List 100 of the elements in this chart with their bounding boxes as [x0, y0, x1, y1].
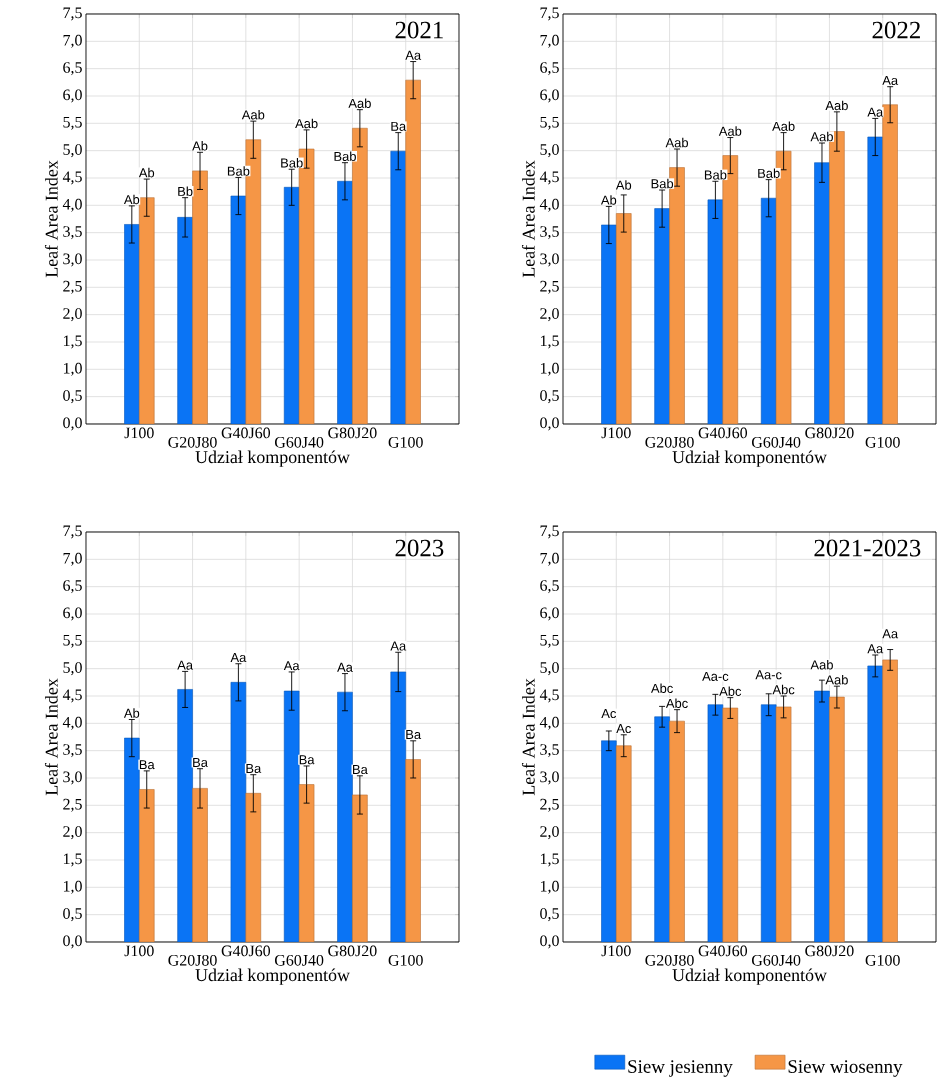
bar — [707, 704, 724, 942]
data-label: Ab — [600, 195, 617, 205]
bar — [177, 689, 193, 942]
x-tick-label: G80J20 — [328, 427, 377, 439]
x-tick-label: J100 — [124, 427, 154, 439]
y-tick-label: 4,0 — [62, 716, 82, 730]
x-tick-label: G40J60 — [698, 945, 748, 957]
bar — [654, 716, 670, 942]
x-tick-label: G40J60 — [698, 427, 748, 439]
x-tick-label: G100 — [865, 954, 900, 966]
y-tick-label: 1,0 — [540, 880, 559, 894]
data-label: Aa — [177, 660, 194, 670]
y-tick-label: 3,5 — [540, 226, 559, 240]
x-tick-label: G20J80 — [168, 954, 217, 966]
x-tick-label: J100 — [601, 945, 631, 957]
bar — [283, 690, 300, 942]
data-label: Ab — [615, 180, 632, 190]
y-axis-title: Leaf Area Index — [44, 678, 58, 796]
bar — [192, 788, 208, 942]
y-tick-label: 1,5 — [540, 853, 559, 867]
y-tick-label: 0,0 — [540, 935, 559, 949]
bar — [867, 665, 884, 942]
bar — [760, 704, 777, 942]
chart-title: 2022 — [872, 21, 920, 39]
x-tick-label: G60J40 — [752, 436, 801, 448]
data-label: Aab — [825, 674, 848, 685]
x-tick-label: J100 — [124, 945, 154, 957]
y-tick-label: 3,5 — [540, 744, 559, 758]
x-tick-label: G20J80 — [645, 954, 694, 966]
bar — [390, 150, 407, 424]
data-label: Aab — [241, 109, 265, 120]
y-tick-label: 5,0 — [540, 662, 559, 676]
y-tick-label: 1,0 — [63, 880, 82, 894]
y-tick-label: 0,5 — [63, 908, 82, 922]
bar — [882, 104, 898, 424]
data-label: Aa — [390, 641, 407, 651]
y-tick-label: 0,5 — [63, 390, 82, 404]
chart-title: 2021 — [395, 21, 443, 39]
bar — [654, 208, 670, 424]
data-label: Ba — [391, 121, 407, 131]
data-label: Ab — [123, 194, 140, 205]
x-tick-label: J100 — [601, 427, 631, 439]
y-tick-label: 5,5 — [540, 116, 559, 130]
data-label: Bab — [281, 158, 303, 168]
data-label: Abc — [719, 686, 742, 696]
bar — [337, 691, 353, 942]
data-label: Aa — [867, 107, 884, 117]
data-label: Ab — [192, 141, 208, 151]
x-tick-label: G40J60 — [221, 427, 271, 439]
y-tick-label: 4,0 — [539, 716, 559, 730]
x-tick-label: G80J20 — [328, 945, 377, 957]
data-label: Bab — [758, 168, 780, 178]
bar — [283, 186, 300, 424]
y-tick-label: 2,5 — [63, 798, 82, 812]
bar — [601, 740, 617, 942]
legend-label: Siew wiosenny — [788, 1060, 903, 1077]
y-tick-label: 2,5 — [63, 280, 82, 294]
data-label: Abc — [772, 684, 795, 695]
data-label: Aab — [810, 131, 833, 142]
y-tick-label: 1,5 — [63, 335, 82, 349]
bar — [760, 197, 777, 424]
y-tick-label: 2,0 — [63, 308, 82, 322]
x-axis-title: Udział komponentów — [195, 450, 350, 467]
y-tick-label: 6,0 — [63, 607, 82, 621]
y-tick-label: 3,5 — [63, 226, 82, 240]
bar — [775, 706, 792, 942]
y-tick-label: 0,0 — [63, 935, 82, 949]
data-label: Ba — [193, 757, 208, 767]
bar — [615, 745, 632, 942]
y-tick-label: 6,5 — [63, 580, 82, 594]
y-tick-label: 0,5 — [540, 390, 559, 404]
bar — [298, 784, 315, 942]
y-tick-label: 2,5 — [540, 798, 559, 812]
data-label: Bab — [651, 178, 674, 189]
bar — [352, 794, 368, 942]
bar — [867, 136, 884, 424]
y-tick-label: 1,5 — [540, 335, 559, 349]
y-tick-label: 5,5 — [63, 116, 82, 130]
y-tick-label: 7,0 — [540, 552, 559, 566]
data-label: Aab — [295, 118, 318, 129]
data-label: Bab — [704, 170, 727, 180]
y-tick-label: 7,0 — [63, 34, 82, 48]
data-label: Aa — [882, 75, 899, 85]
data-label: Ab — [123, 708, 140, 718]
y-tick-label: 6,0 — [540, 607, 559, 621]
bar — [829, 696, 845, 942]
data-label: Aa — [867, 644, 884, 654]
y-tick-label: 6,0 — [63, 89, 82, 103]
x-tick-label: G60J40 — [275, 954, 324, 966]
y-tick-label: 7,5 — [540, 525, 559, 539]
y-axis-title: Leaf Area Index — [44, 160, 58, 278]
data-label: Bb — [178, 186, 193, 196]
x-tick-label: G20J80 — [645, 436, 694, 448]
x-tick-label: G80J20 — [805, 945, 854, 957]
x-tick-label: G100 — [388, 436, 423, 448]
chart-title: 2021-2023 — [814, 539, 921, 557]
bar — [722, 707, 739, 942]
y-tick-label: 0,5 — [540, 908, 559, 922]
x-tick-label: G60J40 — [752, 954, 801, 966]
y-tick-label: 0,0 — [540, 417, 559, 431]
